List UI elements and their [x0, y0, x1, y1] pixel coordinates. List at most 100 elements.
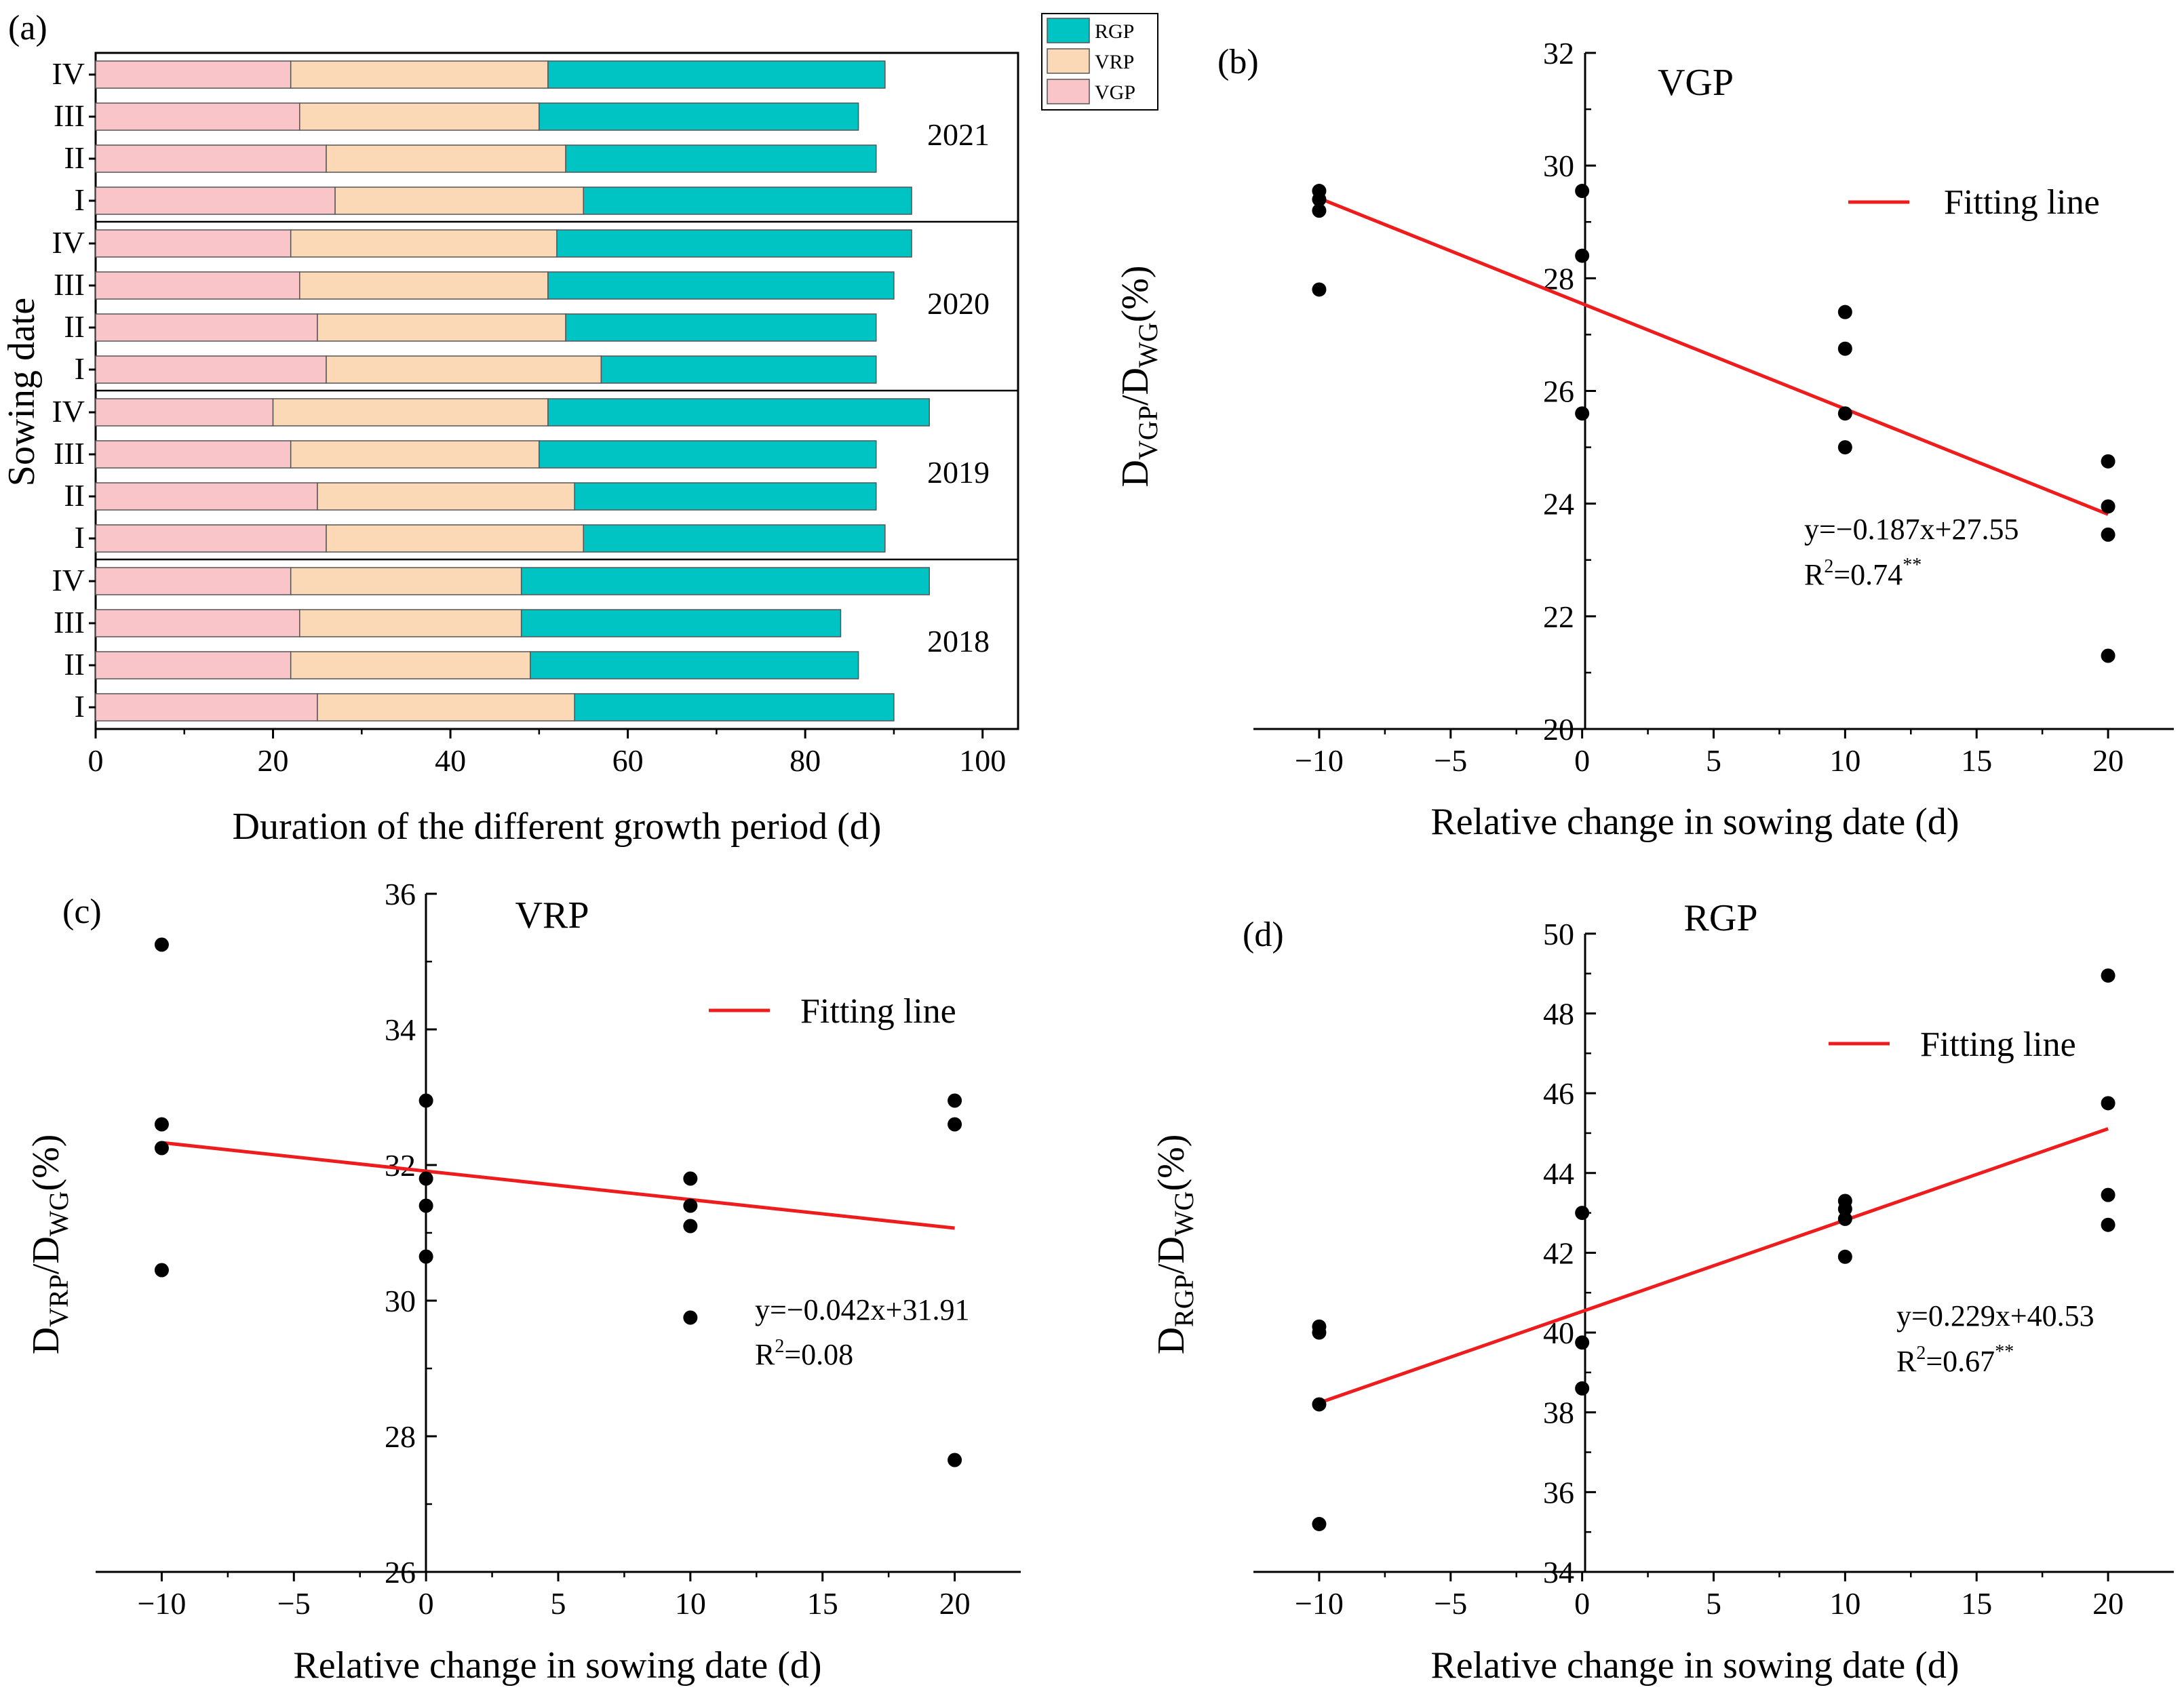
panel-title: VGP: [1658, 62, 1734, 104]
panel-a: IVIIIIII2021IVIIIIII2020IVIIIIII2019IVII…: [1, 9, 1158, 848]
x-tick-label: 15: [807, 1586, 838, 1621]
y-tick-label: 28: [385, 1419, 416, 1454]
y-tick-label: III: [54, 267, 85, 302]
bar-segment-rgp: [530, 651, 859, 679]
year-label: 2021: [927, 117, 990, 152]
y-label-part: D: [1114, 460, 1156, 487]
r-squared: R2=0.67**: [1896, 1341, 2014, 1378]
data-point: [683, 1198, 698, 1213]
x-tick-label: −10: [1295, 743, 1344, 778]
data-point: [1575, 1206, 1590, 1221]
data-point: [2101, 1217, 2115, 1232]
data-point: [1575, 1381, 1590, 1396]
bar-segment-vrp: [326, 355, 602, 384]
data-point: [1312, 1397, 1327, 1412]
bar-segment-vrp: [326, 524, 584, 553]
bar-segment-vrp: [290, 567, 522, 595]
x-tick-label: 20: [2092, 743, 2124, 778]
y-tick-label: IV: [52, 56, 85, 91]
y-tick-label: 34: [385, 1012, 416, 1047]
y-tick-label: I: [75, 520, 85, 555]
panel-label: (b): [1217, 43, 1259, 81]
r2-value: =0.08: [784, 1338, 853, 1371]
panel-label: (c): [62, 892, 102, 931]
data-point: [2101, 499, 2115, 514]
bar-segment-vgp: [95, 355, 327, 384]
y-tick-label: I: [75, 182, 85, 217]
year-label: 2020: [927, 286, 990, 321]
r2-exponent: 2: [775, 1336, 784, 1357]
bar-segment-vgp: [95, 482, 318, 511]
panel-title: VRP: [515, 894, 589, 936]
bar-segment-rgp: [574, 482, 877, 511]
y-label-part: D: [1150, 1327, 1192, 1354]
r2-significance: **: [1903, 555, 1922, 576]
bar-segment-vrp: [317, 313, 566, 342]
x-tick-label: −5: [1434, 1586, 1467, 1621]
bar-segment-vgp: [95, 693, 318, 722]
y-tick-label: 50: [1543, 917, 1574, 951]
data-point: [683, 1310, 698, 1325]
fit-equation: y=−0.042x+31.91: [755, 1293, 969, 1326]
bar-segment-vrp: [317, 482, 575, 511]
x-tick-label: −10: [1295, 1586, 1344, 1621]
r2-significance: **: [1995, 1341, 2014, 1362]
bar-segment-vgp: [95, 102, 300, 131]
bar-segment-rgp: [565, 313, 877, 342]
y-tick-label: I: [75, 351, 85, 386]
bar-segment-vrp: [299, 609, 522, 637]
y-axis-label: DVGP/DWG(%): [1114, 265, 1163, 487]
y-label-part: /D: [25, 1236, 67, 1274]
y-label-part: WG: [43, 1191, 74, 1237]
r2-value: =0.67: [1926, 1345, 1995, 1378]
r2-value: =0.74: [1833, 558, 1903, 591]
y-tick-label: III: [54, 605, 85, 639]
legend-swatch-vgp: [1047, 79, 1090, 104]
y-tick-label: 26: [1543, 374, 1574, 409]
fit-legend-label: Fitting line: [1920, 1025, 2076, 1064]
data-point: [1312, 282, 1327, 297]
bar-segment-rgp: [547, 398, 930, 427]
panel-label: (a): [8, 9, 47, 47]
y-tick-label: IV: [52, 394, 85, 429]
data-point: [683, 1171, 698, 1186]
y-label-part: VRP: [43, 1274, 74, 1327]
panel-title: RGP: [1684, 897, 1758, 939]
x-axis-label: Relative change in sowing date (d): [1430, 801, 1959, 843]
bar-segment-vgp: [95, 271, 300, 300]
y-label-part: /D: [1150, 1236, 1192, 1274]
r2-prefix: R: [1896, 1345, 1917, 1378]
y-tick-label: 30: [1543, 149, 1574, 183]
bar-segment-vrp: [317, 693, 575, 722]
data-point: [2101, 1096, 2115, 1111]
x-tick-label: 10: [675, 1586, 706, 1621]
bar-segment-vrp: [299, 102, 540, 131]
x-axis-label: Duration of the different growth period …: [233, 806, 882, 848]
bar-segment-vrp: [299, 271, 549, 300]
data-point: [1312, 1516, 1327, 1531]
bar-segment-rgp: [539, 102, 859, 131]
bar-segment-rgp: [539, 440, 877, 469]
x-tick-label: 20: [939, 1586, 971, 1621]
x-tick-label: 20: [2092, 1586, 2124, 1621]
bar-segment-rgp: [565, 144, 877, 173]
bar-segment-vgp: [95, 186, 336, 215]
bar-segment-vgp: [95, 609, 300, 637]
y-tick-label: 32: [385, 1148, 416, 1183]
data-point: [154, 1141, 169, 1156]
x-tick-label: 10: [1829, 1586, 1860, 1621]
y-tick-label: 36: [385, 877, 416, 911]
x-tick-label: 0: [1574, 1586, 1590, 1621]
y-tick-label: IV: [52, 225, 85, 260]
year-label: 2018: [927, 624, 990, 658]
r-squared: R2=0.08: [755, 1336, 853, 1371]
data-point: [1312, 203, 1327, 218]
x-tick-label: 5: [1706, 743, 1721, 778]
bar-segment-vrp: [334, 186, 584, 215]
y-tick-label: 34: [1543, 1555, 1574, 1590]
y-tick-label: II: [64, 309, 85, 344]
bar-segment-vgp: [95, 60, 292, 89]
data-point: [418, 1249, 433, 1264]
data-point: [683, 1219, 698, 1234]
